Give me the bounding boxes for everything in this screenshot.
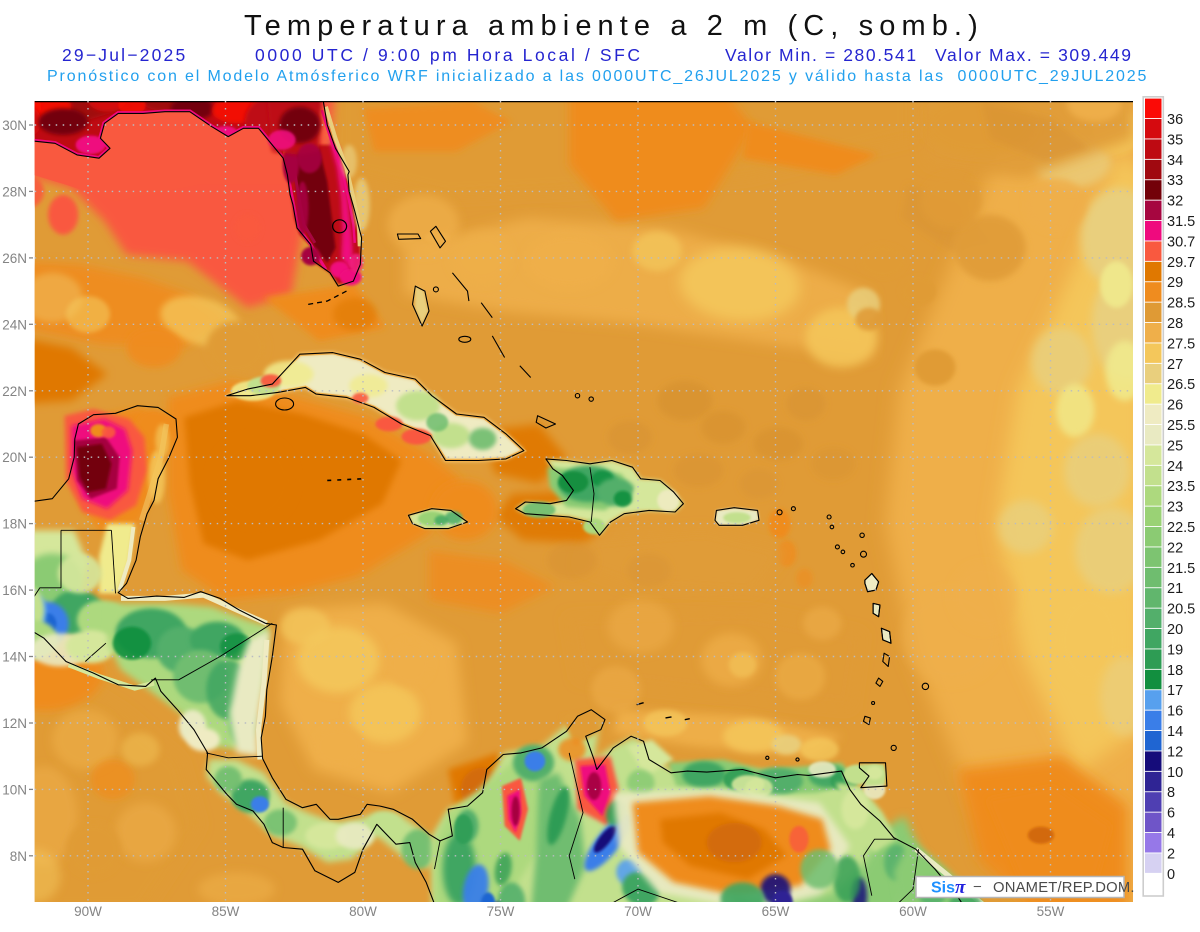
svg-text:4: 4 xyxy=(1167,826,1175,842)
svg-text:10: 10 xyxy=(1167,765,1183,781)
svg-text:36: 36 xyxy=(1167,112,1183,128)
svg-text:28: 28 xyxy=(1167,316,1183,332)
svg-text:25.5: 25.5 xyxy=(1167,418,1195,434)
svg-text:16N: 16N xyxy=(2,583,27,598)
svg-text:16: 16 xyxy=(1167,704,1183,720)
svg-text:8: 8 xyxy=(1167,785,1175,801)
svg-text:23.5: 23.5 xyxy=(1167,479,1195,495)
svg-text:8N: 8N xyxy=(10,849,27,864)
svg-text:29: 29 xyxy=(1167,275,1183,291)
svg-text:10N: 10N xyxy=(2,782,27,797)
svg-text:π: π xyxy=(955,877,966,898)
svg-text:26.5: 26.5 xyxy=(1167,377,1195,393)
svg-text:20N: 20N xyxy=(2,450,27,465)
svg-text:35: 35 xyxy=(1167,132,1183,148)
svg-text:22.5: 22.5 xyxy=(1167,520,1195,536)
svg-text:22: 22 xyxy=(1167,540,1183,556)
svg-text:33: 33 xyxy=(1167,173,1183,189)
svg-text:60W: 60W xyxy=(899,904,927,919)
svg-text:0: 0 xyxy=(1167,867,1175,883)
svg-text:28.5: 28.5 xyxy=(1167,296,1195,312)
svg-text:29.7: 29.7 xyxy=(1167,255,1195,271)
svg-text:28N: 28N xyxy=(2,184,27,199)
svg-text:12: 12 xyxy=(1167,744,1183,760)
svg-text:31.5: 31.5 xyxy=(1167,214,1195,230)
svg-text:30.7: 30.7 xyxy=(1167,234,1195,250)
svg-text:−: − xyxy=(973,879,982,896)
svg-text:80W: 80W xyxy=(349,904,377,919)
svg-text:20.5: 20.5 xyxy=(1167,602,1195,618)
svg-text:27: 27 xyxy=(1167,357,1183,373)
svg-text:21: 21 xyxy=(1167,581,1183,597)
svg-text:24: 24 xyxy=(1167,459,1183,475)
svg-text:18N: 18N xyxy=(2,517,27,532)
svg-text:30N: 30N xyxy=(2,118,27,133)
svg-text:12N: 12N xyxy=(2,716,27,731)
svg-text:23: 23 xyxy=(1167,500,1183,516)
svg-text:20: 20 xyxy=(1167,622,1183,638)
svg-text:32: 32 xyxy=(1167,194,1183,210)
svg-text:2: 2 xyxy=(1167,846,1175,862)
svg-text:19: 19 xyxy=(1167,642,1183,658)
svg-text:21.5: 21.5 xyxy=(1167,561,1195,577)
svg-text:18: 18 xyxy=(1167,663,1183,679)
svg-text:22N: 22N xyxy=(2,384,27,399)
svg-text:24N: 24N xyxy=(2,317,27,332)
svg-text:75W: 75W xyxy=(487,904,515,919)
svg-text:25: 25 xyxy=(1167,438,1183,454)
svg-text:6: 6 xyxy=(1167,806,1175,822)
svg-text:26: 26 xyxy=(1167,398,1183,414)
svg-text:14N: 14N xyxy=(2,650,27,665)
svg-text:85W: 85W xyxy=(212,904,240,919)
svg-text:27.5: 27.5 xyxy=(1167,336,1195,352)
svg-text:90W: 90W xyxy=(74,904,102,919)
svg-text:26N: 26N xyxy=(2,251,27,266)
svg-text:65W: 65W xyxy=(762,904,790,919)
svg-text:34: 34 xyxy=(1167,153,1183,169)
svg-text:55W: 55W xyxy=(1037,904,1065,919)
svg-text:17: 17 xyxy=(1167,683,1183,699)
svg-text:Sis: Sis xyxy=(931,880,955,897)
svg-text:70W: 70W xyxy=(624,904,652,919)
svg-text:14: 14 xyxy=(1167,724,1183,740)
svg-text:ONAMET/REP.DOM.: ONAMET/REP.DOM. xyxy=(993,880,1135,896)
